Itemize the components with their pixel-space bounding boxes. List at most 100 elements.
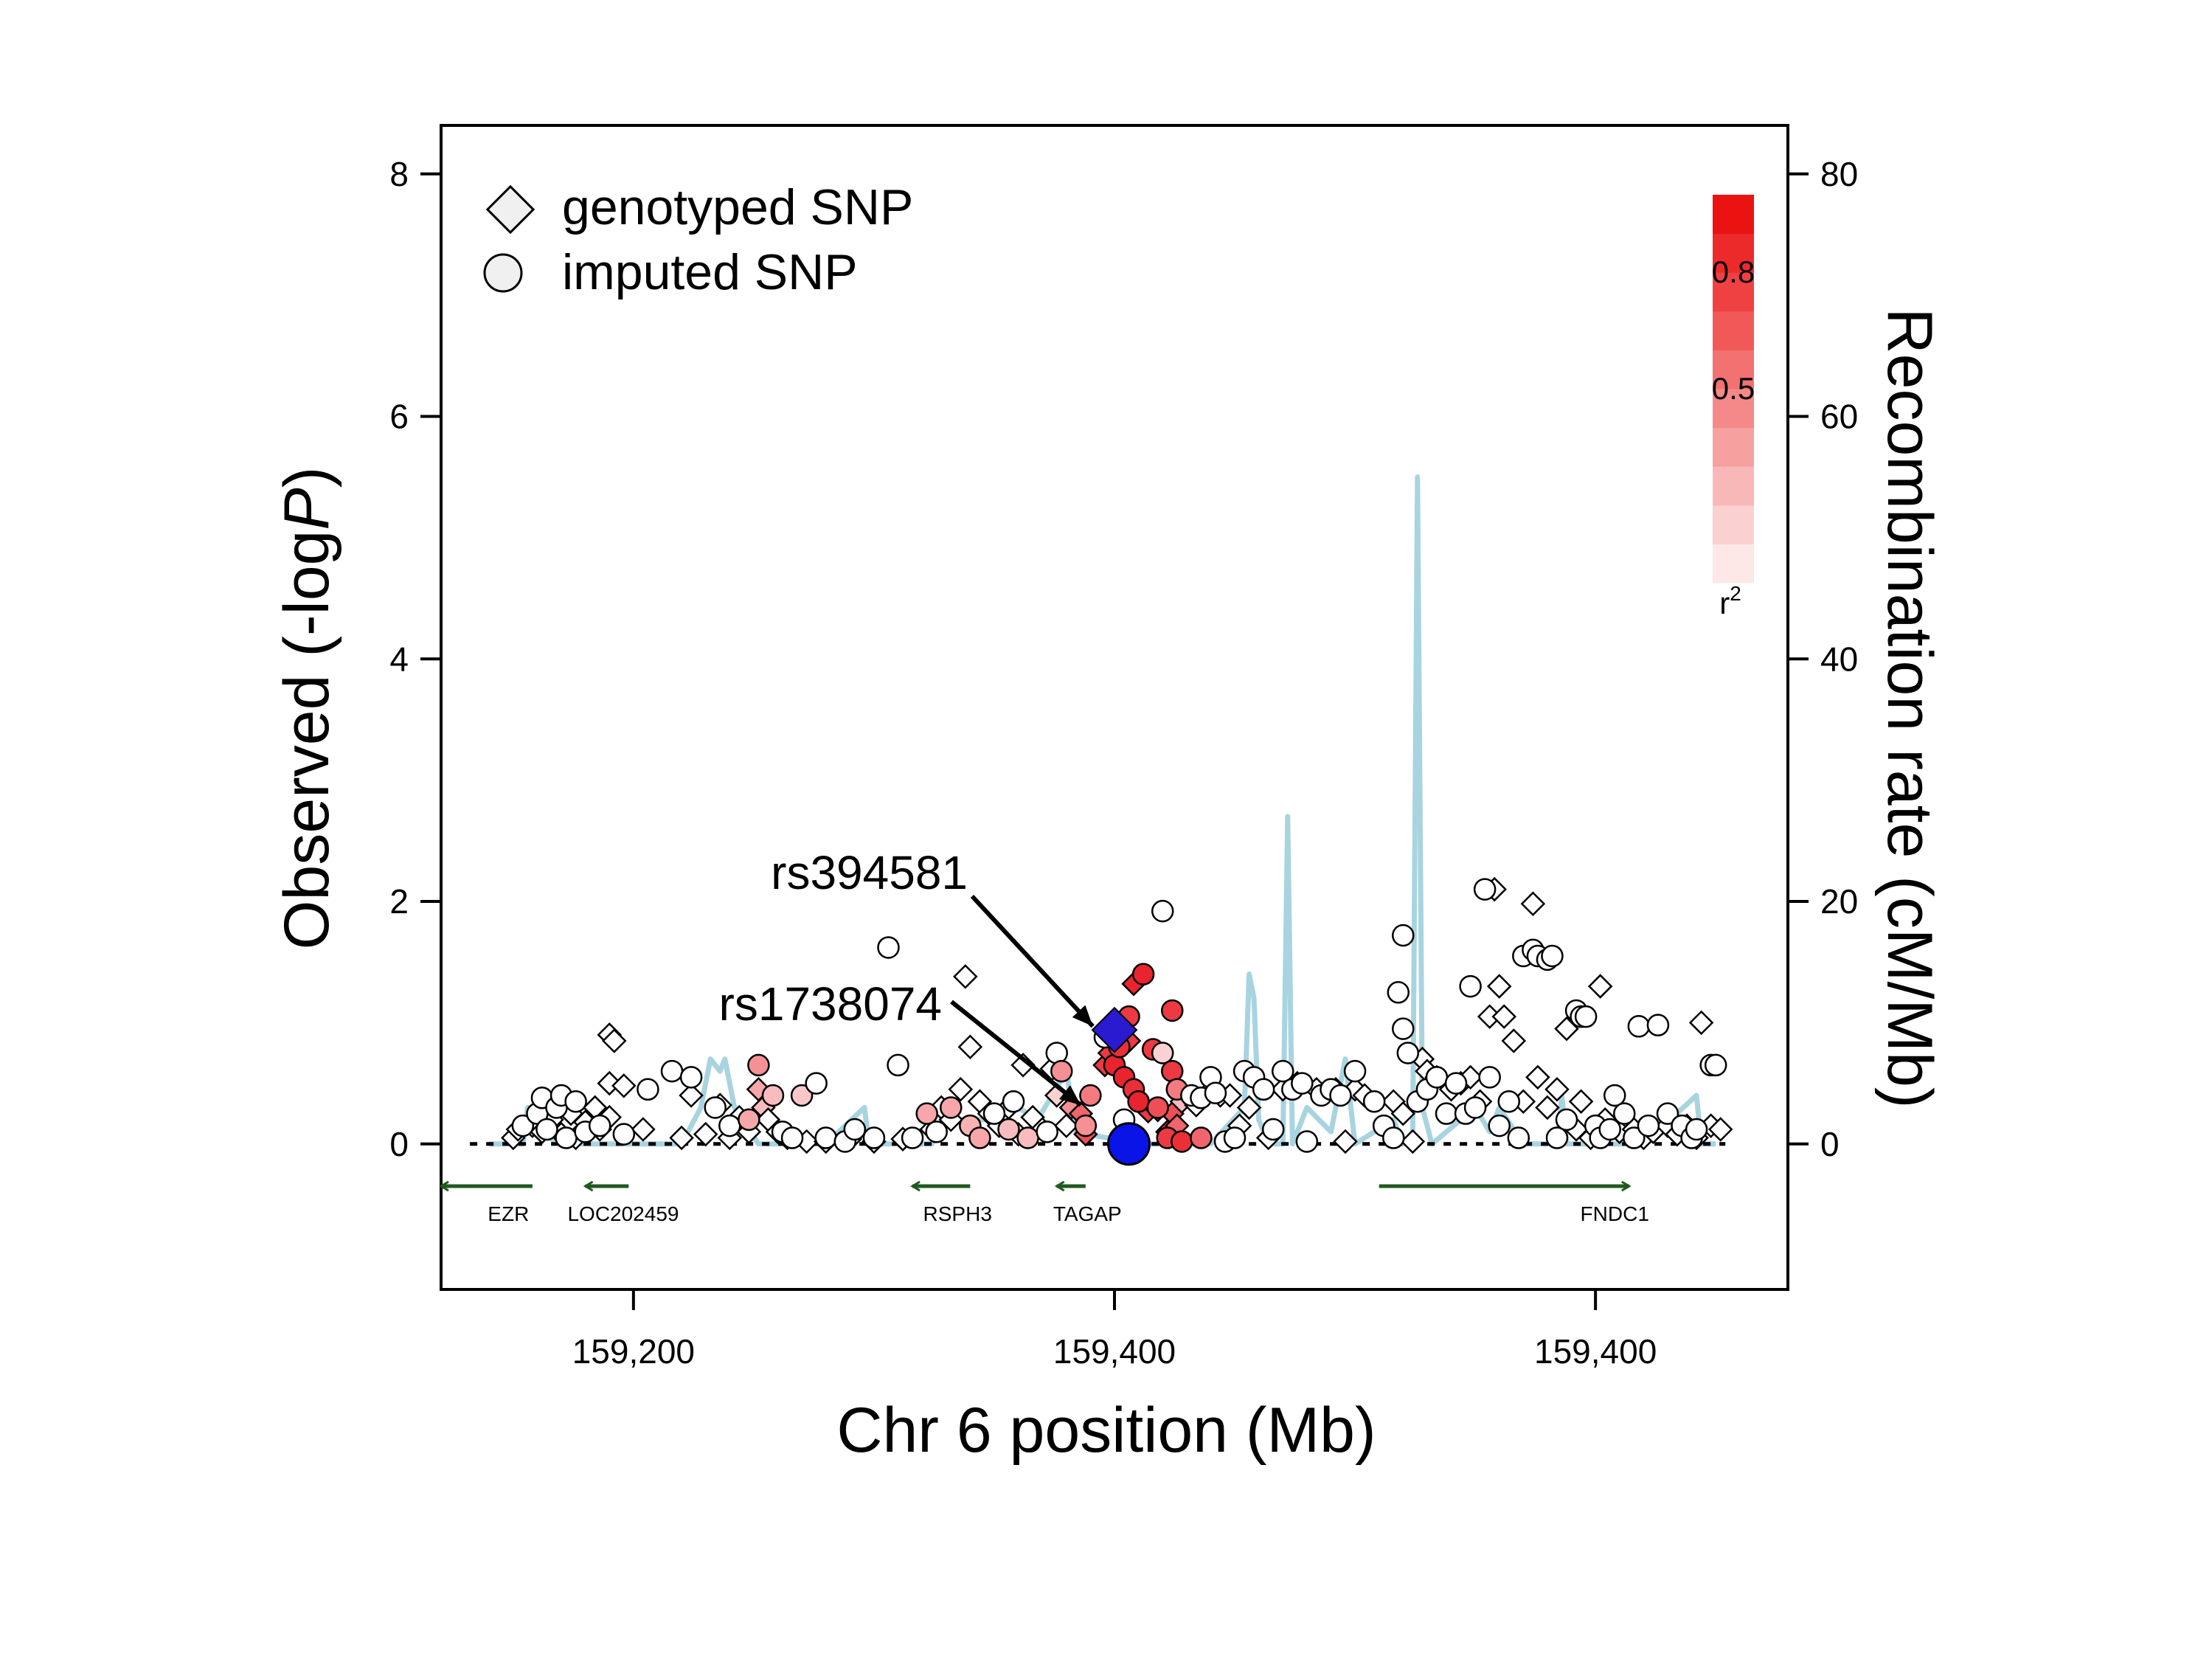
imputed-snp-point xyxy=(738,1108,760,1132)
imputed-snp-point xyxy=(1435,1102,1458,1125)
imputed-snp-point xyxy=(588,1114,611,1137)
genotyped-snp-point xyxy=(1501,1028,1527,1053)
imputed-snp-point xyxy=(901,1126,924,1149)
imputed-snp-point xyxy=(780,1126,804,1149)
gene-strand-arrow xyxy=(1621,1180,1632,1192)
imputed-snp-point xyxy=(997,1118,1020,1141)
genotyped-snp-point xyxy=(611,1073,637,1098)
imputed-snp-point xyxy=(968,1126,991,1149)
imputed-snp-point xyxy=(1392,1017,1415,1040)
y-right-tick-label: 40 xyxy=(1820,640,1858,678)
imputed-snp-point xyxy=(1463,1096,1487,1119)
imputed-snp-point xyxy=(1151,1042,1174,1064)
imputed-snp-point xyxy=(1272,1059,1294,1083)
annotation-arrow-line xyxy=(970,894,1095,1028)
colorbar-segment xyxy=(1713,389,1754,429)
legend: genotyped SNP imputed SNP xyxy=(483,179,913,300)
genotyped-snp-point xyxy=(1520,891,1546,917)
imputed-snp-point xyxy=(1497,1090,1521,1113)
colorbar-segment xyxy=(1713,544,1754,583)
imputed-snp-point xyxy=(1685,1118,1708,1141)
legend-circle-icon xyxy=(483,253,523,293)
imputed-snp-point xyxy=(1598,1118,1621,1141)
imputed-snp-point xyxy=(805,1072,828,1095)
gene-strand-arrow xyxy=(439,1180,449,1192)
y-tick-label: 6 xyxy=(389,398,409,436)
y-tick-label: 4 xyxy=(389,640,409,678)
colorbar-segment xyxy=(1713,505,1754,544)
gene-label: RSPH3 xyxy=(923,1202,992,1225)
imputed-snp-point xyxy=(1545,1126,1569,1149)
r2-colorbar: 0.8 0.5 r2 xyxy=(1712,195,1755,620)
annotation-label: rs394581 xyxy=(771,846,968,899)
imputed-snp-point xyxy=(1656,1102,1679,1125)
gene-label: TAGAP xyxy=(1053,1202,1122,1225)
imputed-snp-point xyxy=(1387,981,1410,1004)
imputed-snp-point xyxy=(925,1121,948,1143)
imputed-snp-point xyxy=(1127,1090,1150,1113)
imputed-snp-point xyxy=(1646,1014,1670,1036)
y-axis-title-suffix: ) xyxy=(271,467,342,488)
colorbar-title-superscript: 2 xyxy=(1730,582,1741,605)
imputed-snp-point xyxy=(1074,1114,1098,1137)
imputed-snp-point xyxy=(1161,999,1184,1022)
imputed-snp-point xyxy=(1362,1090,1386,1113)
imputed-snp-point xyxy=(1343,1059,1367,1083)
genotyped-snp-point xyxy=(1333,1129,1358,1154)
imputed-snp-point xyxy=(1555,1108,1578,1132)
imputed-snp-point xyxy=(1627,1015,1651,1038)
genotyped-snp-point xyxy=(953,964,978,989)
x-tick-label: 159,400 xyxy=(1534,1332,1657,1371)
genotyped-snp-point xyxy=(1400,1129,1426,1154)
gene-strand-arrow xyxy=(583,1180,594,1192)
imputed-snp-point xyxy=(718,1114,741,1137)
genotyped-snp-point xyxy=(602,1028,627,1053)
colorbar-title: r2 xyxy=(1719,582,1741,620)
annotation-arrow-line xyxy=(950,1000,1083,1107)
gene-label: EZR xyxy=(488,1202,529,1225)
y-axis-title: Observed (-logP) xyxy=(271,467,342,950)
legend-diamond-icon xyxy=(485,184,535,235)
y-axis-title-prefix: Observed (-log xyxy=(271,530,342,950)
genotyped-snp-point xyxy=(948,1077,974,1102)
colorbar-segment xyxy=(1713,272,1754,312)
genotyped-snp-point xyxy=(1568,1089,1594,1114)
annotation-arrowhead xyxy=(1072,1005,1093,1027)
legend-label-genotyped: genotyped SNP xyxy=(562,179,913,235)
gene-strand-arrow xyxy=(910,1180,920,1192)
genotyped-snp-point xyxy=(693,1121,718,1147)
colorbar-segment xyxy=(1713,427,1754,467)
imputed-snp-point xyxy=(1478,1066,1501,1089)
imputed-snp-point xyxy=(660,1059,684,1083)
lead-snps xyxy=(1091,1006,1151,1166)
genotyped-snp-point xyxy=(1054,1113,1079,1138)
imputed-snp-point xyxy=(1425,1066,1449,1089)
imputed-snp-point xyxy=(843,1118,867,1141)
genotyped-snp-point xyxy=(957,1034,983,1060)
imputed-snp-point xyxy=(1146,1096,1169,1119)
colorbar-segment xyxy=(1713,233,1754,273)
genotyped-snp-point xyxy=(1544,1077,1570,1102)
imputed-snp-point xyxy=(1016,1126,1039,1149)
imputed-snp-point xyxy=(1473,878,1497,901)
imputed-snp-point xyxy=(1444,1072,1468,1095)
y-axis-right-title: Recombination rate (cM/Mb) xyxy=(1874,308,1945,1109)
imputed-snp-point xyxy=(1151,899,1174,923)
imputed-snp-point xyxy=(679,1066,703,1089)
imputed-snp-point xyxy=(790,1084,814,1107)
colorbar-segment xyxy=(1713,466,1754,506)
imputed-snp-point xyxy=(1392,924,1415,947)
colorbar-segment xyxy=(1713,311,1754,350)
x-tick-label: 159,400 xyxy=(1053,1332,1176,1371)
genotyped-snp-point xyxy=(1486,974,1512,999)
imputed-snp-point xyxy=(1704,1053,1727,1077)
genotyped-snp-point xyxy=(1491,1004,1517,1029)
imputed-snp-point xyxy=(511,1114,535,1137)
imputed-snp-point xyxy=(1603,1084,1626,1107)
genotyped-snp-point xyxy=(669,1125,694,1151)
imputed-snp-point xyxy=(1036,1121,1058,1143)
genotyped-snp-point xyxy=(1535,1095,1560,1121)
imputed-snp-point xyxy=(1623,1126,1646,1149)
y-axis-right: 0 20 40 60 80 xyxy=(1788,155,1858,1163)
